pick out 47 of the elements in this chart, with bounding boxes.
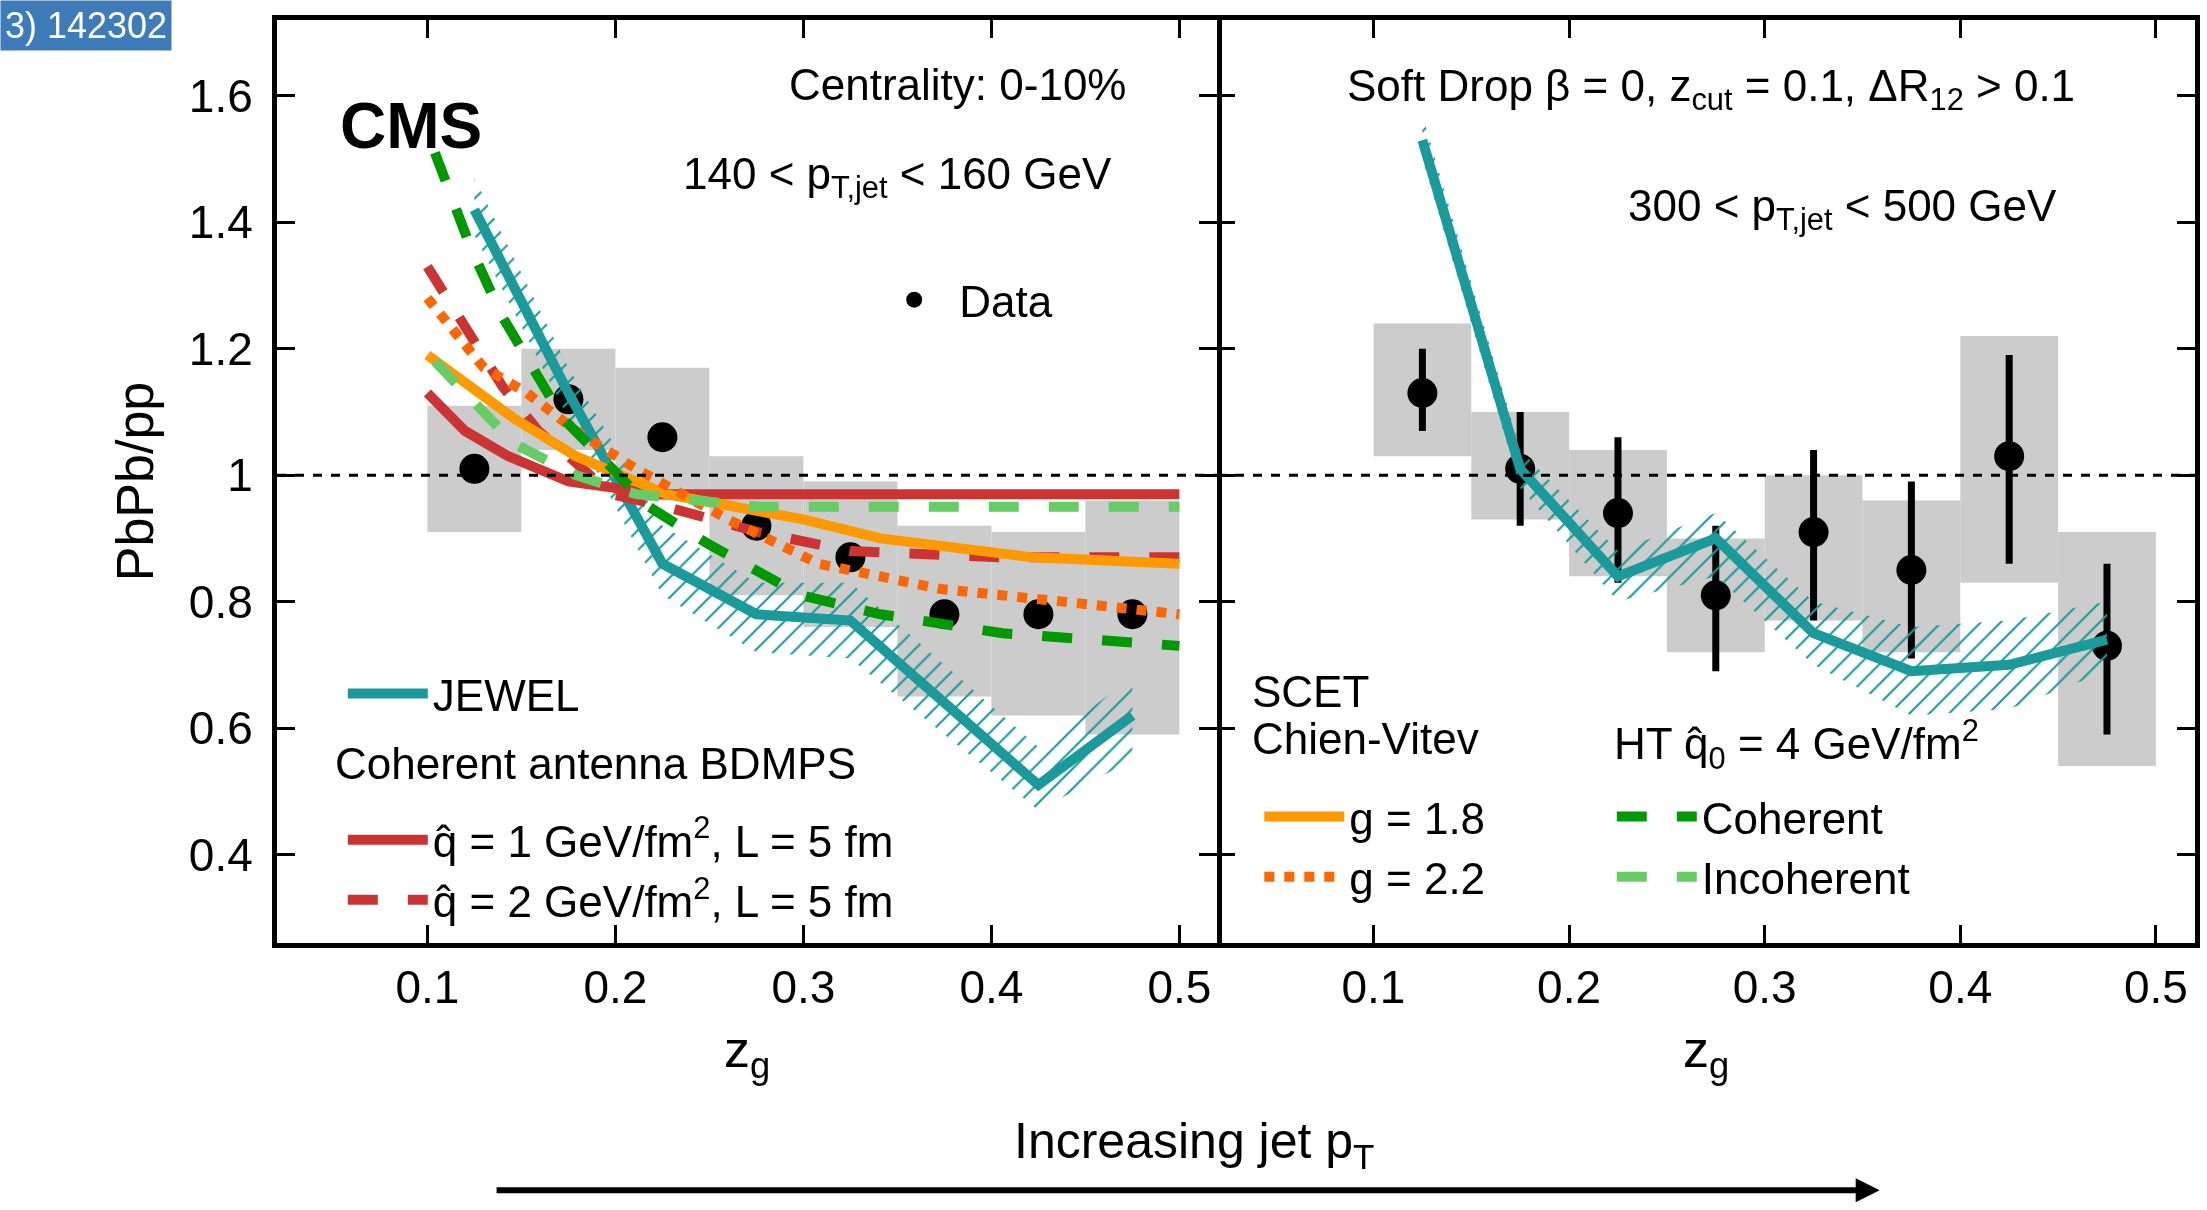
x-tick-label: 0.4 xyxy=(959,961,1024,1014)
annotation: Coherent antenna BDMPS xyxy=(335,739,856,788)
legend-label: Incoherent xyxy=(1701,853,1910,903)
legend-label: Data xyxy=(959,276,1053,326)
y-tick-label: 0.6 xyxy=(188,702,253,755)
x-tick-label: 0.5 xyxy=(1147,961,1212,1014)
point xyxy=(1896,555,1927,585)
x-tick-label: 0.1 xyxy=(1341,961,1406,1014)
y-tick-label: 1.2 xyxy=(188,322,253,375)
legend-label: q̂ = 2 GeV/fm$^{2}$, L = 5 fm xyxy=(432,870,894,927)
annotation: HT q̂$_{0}$ = 4 GeV/fm$^{2}$ xyxy=(1614,713,1979,776)
x-tick-label: 0.2 xyxy=(1537,961,1602,1014)
legend-label: q̂ = 1 GeV/fm$^{2}$, L = 5 fm xyxy=(432,810,894,866)
y-tick-label: 1 xyxy=(227,449,253,502)
x-tick-label: 0.3 xyxy=(1732,961,1797,1014)
point xyxy=(1798,517,1829,548)
point xyxy=(1023,599,1054,630)
annotation: Chien-Vitev xyxy=(1252,714,1479,763)
point xyxy=(647,422,678,453)
annotation: SCET xyxy=(1252,667,1370,716)
point xyxy=(1602,498,1633,529)
point xyxy=(1407,377,1438,408)
legend-label: Coherent xyxy=(1701,793,1883,843)
y-tick-label: 1.6 xyxy=(188,69,253,122)
legend-label: g = 1.8 xyxy=(1349,793,1486,843)
text: Increasing jet p$_{T}$ xyxy=(1014,1113,1375,1176)
y-tick-label: 1.4 xyxy=(188,196,253,249)
x-tick-label: 0.3 xyxy=(771,961,836,1014)
text: 3) 142302 xyxy=(5,5,168,46)
legend-label: JEWEL xyxy=(432,670,580,720)
annotation: Soft Drop β = 0, z$_{cut}$ = 0.1, ΔR$_{12}$ > 0.1 xyxy=(1347,61,2076,118)
x-tick-label: 0.1 xyxy=(395,961,460,1014)
point xyxy=(1994,441,2025,472)
annotation: Centrality: 0-10% xyxy=(789,60,1127,109)
x-tick-label: 0.2 xyxy=(583,961,648,1014)
point xyxy=(459,453,490,484)
annotation: 140 < p$_{T,jet}$ < 160 GeV xyxy=(683,149,1112,206)
legend-label: g = 2.2 xyxy=(1349,853,1486,903)
x-tick-label: 0.4 xyxy=(1928,961,1993,1014)
x-tick-label: 0.5 xyxy=(2123,961,2188,1014)
annotation: CMS xyxy=(340,90,483,162)
x-axis-title: z$_{g}$ xyxy=(1682,1020,1730,1087)
x-axis-title: z$_{g}$ xyxy=(723,1020,771,1087)
y-tick-label: 0.8 xyxy=(188,575,253,628)
y-tick-label: 0.4 xyxy=(188,828,253,881)
annotation: 300 < p$_{T,jet}$ < 500 GeV xyxy=(1628,181,2057,238)
y-axis-title: PbPb/pp xyxy=(106,381,165,582)
